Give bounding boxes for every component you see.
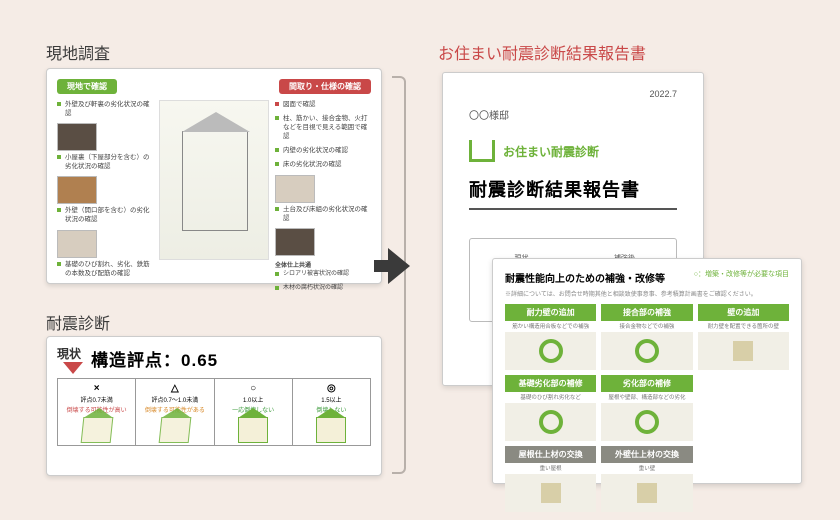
survey-right-item: 柱、筋かい、接合金物、火打などを目視で見える範囲で確認 — [275, 114, 371, 141]
diag-cell: △ 評点0.7～1.0未満 倒壊する可能性がある — [136, 379, 214, 445]
survey-head-left: 現地で確認 — [57, 79, 117, 94]
improve-card: 基礎劣化部の補修 基礎のひび割れ劣化など — [505, 375, 596, 441]
survey-title: 現地調査 — [46, 40, 110, 64]
survey-thumb — [57, 176, 97, 204]
survey-right-item: 土台及び床組の劣化状況の確認 — [275, 205, 371, 223]
survey-bottom-item: シロアリ被害状況の確認 — [275, 270, 371, 278]
survey-left-item: 外壁（開口部を含む）の劣化状況の確認 — [57, 206, 153, 224]
survey-left-col: 外壁及び軒裏の劣化状況の確認 小屋裏（下屋部分を含む）の劣化状況の確認 外壁（開… — [57, 100, 153, 297]
diag-cell: ◎ 1.5以上 倒壊しない — [293, 379, 370, 445]
improve-card: 屋根仕上材の交換 重い屋根 — [505, 446, 596, 512]
survey-bottom-item: 木材の腐朽状況の確認 — [275, 284, 371, 292]
diagnosis-panel: 現状 構造評点：0.65 × 評点0.7未満 倒壊する可能性が高い △ 評点0.… — [46, 336, 382, 476]
divider — [469, 208, 677, 210]
improve-card: 劣化部の補修 屋根や壁部、構造部などの劣化 — [601, 375, 692, 441]
survey-head-right: 間取り・仕様の確認 — [279, 79, 371, 94]
survey-left-item: 基礎のひび割れ、劣化、鉄筋の本数及び配筋の確認 — [57, 260, 153, 278]
improve-card: 外壁仕上材の交換 重い壁 — [601, 446, 692, 512]
survey-thumb — [275, 228, 315, 256]
improve-title-right: ○：増築・改修等が必要な項目 — [694, 269, 789, 279]
survey-left-item: 小屋裏（下屋部分を含む）の劣化状況の確認 — [57, 153, 153, 171]
improve-sub: ※詳細については、お問合せ時期其他と相談致使事意事、参考積算計画書をご確認くださ… — [505, 289, 789, 298]
survey-thumb — [57, 230, 97, 258]
improve-grid: 耐力壁の追加 筋かい構造用合板などでの補強 接合部の補強 接合金物などでの補強 … — [505, 304, 789, 512]
report-title: お住まい耐震診断結果報告書 — [438, 40, 646, 64]
survey-house-diagram — [159, 100, 269, 260]
report-logo-text: お住まい耐震診断 — [503, 143, 599, 160]
improve-panel: 耐震性能向上のための補強・改修等 ○：増築・改修等が必要な項目 ※詳細については… — [492, 258, 802, 484]
score-text: 構造評点：0.65 — [91, 346, 218, 371]
survey-thumb — [57, 123, 97, 151]
survey-right-item: 内壁の劣化状況の確認 — [275, 146, 371, 155]
survey-right-item: 床の劣化状況の確認 — [275, 160, 371, 169]
survey-panel: 現地で確認 間取り・仕様の確認 外壁及び軒裏の劣化状況の確認 小屋裏（下屋部分を… — [46, 68, 382, 284]
flow-arrow-icon — [388, 248, 410, 284]
now-badge: 現状 — [57, 345, 81, 372]
survey-bottom-item: 全体仕上共通 — [275, 262, 371, 270]
survey-left-item: 外壁及び軒裏の劣化状況の確認 — [57, 100, 153, 118]
survey-thumb — [275, 175, 315, 203]
diag-cell: ○ 1.0以上 一応倒壊しない — [215, 379, 293, 445]
improve-title: 耐震性能向上のための補強・改修等 — [505, 274, 665, 285]
improve-card: 耐力壁の追加 筋かい構造用合板などでの補強 — [505, 304, 596, 370]
survey-right-head: 図面で確認 — [275, 100, 371, 109]
survey-right-col: 図面で確認 柱、筋かい、接合金物、火打などを目視で見える範囲で確認 内壁の劣化状… — [275, 100, 371, 297]
report-addressee: 〇〇様邸 — [469, 107, 677, 122]
diag-table: × 評点0.7未満 倒壊する可能性が高い △ 評点0.7～1.0未満 倒壊する可… — [57, 378, 371, 446]
improve-card: 接合部の補強 接合金物などでの補強 — [601, 304, 692, 370]
house-logo-icon — [469, 140, 495, 162]
report-date: 2022.7 — [469, 89, 677, 99]
diag-cell: × 評点0.7未満 倒壊する可能性が高い — [58, 379, 136, 445]
improve-card: 壁の追加 耐力壁を配置できる箇所の壁 — [698, 304, 789, 370]
diagnosis-title: 耐震診断 — [46, 310, 110, 334]
report-doc-title: 耐震診断結果報告書 — [469, 176, 677, 202]
